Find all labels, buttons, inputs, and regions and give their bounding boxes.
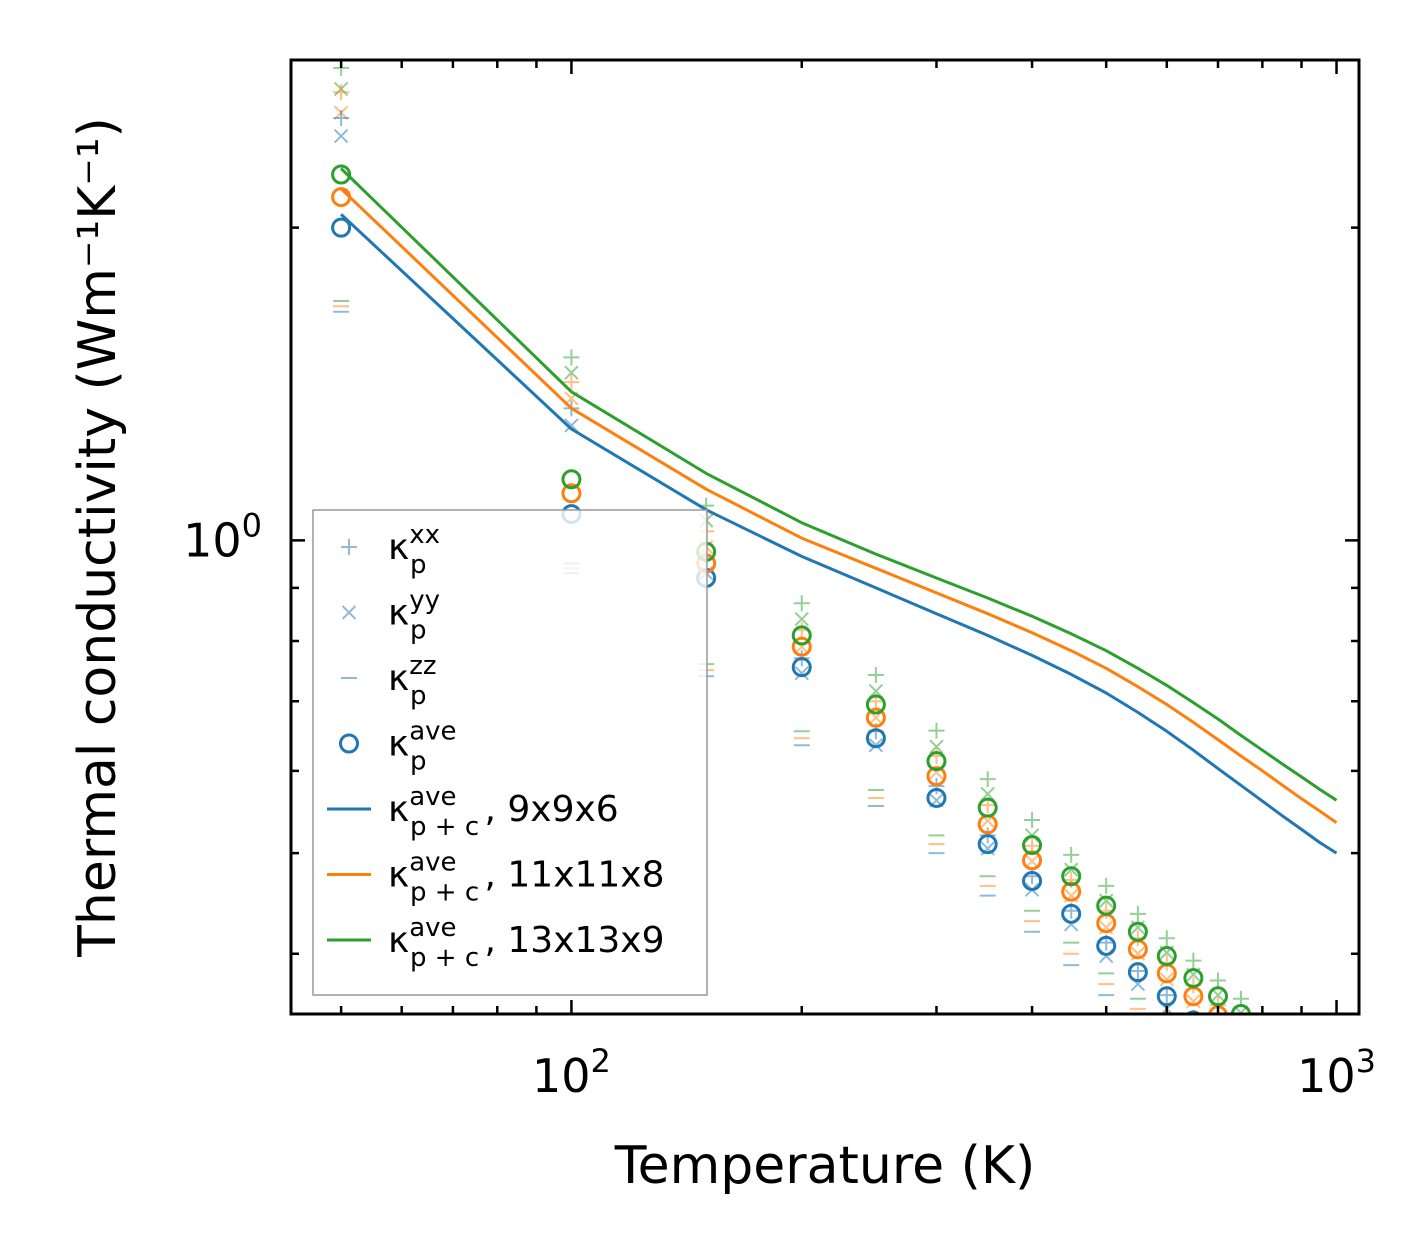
data-point-circle xyxy=(865,728,886,749)
axes: 102 103 100 xyxy=(183,58,1376,1103)
data-point-plus xyxy=(1098,877,1115,894)
data-point-circle xyxy=(1230,1004,1251,1014)
data-point-circle xyxy=(791,636,812,657)
legend-label: κave p xyxy=(388,717,457,777)
data-point-x xyxy=(794,665,809,681)
data-point-plus xyxy=(928,722,945,739)
data-point-plus xyxy=(928,778,945,795)
series-plus-2 xyxy=(333,60,1264,1014)
data-point-circle xyxy=(926,751,947,772)
legend-item: κave p + c, 11x11x8 xyxy=(327,848,665,908)
data-point-circle xyxy=(1183,968,1204,989)
data-point-circle xyxy=(1208,986,1229,1007)
data-point-x xyxy=(929,739,944,754)
data-point-circle xyxy=(1127,921,1148,942)
data-point-circle xyxy=(1061,866,1082,887)
data-point-circle xyxy=(791,657,812,678)
data-point-circle xyxy=(1156,946,1177,967)
data-point-circle xyxy=(1061,903,1082,924)
data-point-plus xyxy=(867,666,884,683)
legend-label: κave p + c, 11x11x8 xyxy=(388,848,665,908)
data-point-plus xyxy=(563,349,580,366)
plot-frame xyxy=(289,58,1361,1016)
data-point-plus xyxy=(1185,952,1202,969)
data-point-plus xyxy=(1024,812,1041,829)
legend-label: κyy p xyxy=(388,586,440,646)
x-tick-label: 102 xyxy=(532,1042,611,1103)
legend-box xyxy=(312,509,708,996)
data-point-circle xyxy=(926,787,947,808)
legend-item: κxx p xyxy=(341,520,440,580)
series-line xyxy=(340,213,1338,855)
data-point-plus xyxy=(1158,987,1175,1004)
legend-item: κyy p xyxy=(341,586,440,646)
legend-marker-plus xyxy=(341,539,357,555)
legend-item: κave p xyxy=(339,717,457,777)
data-point-circle xyxy=(1096,895,1117,916)
data-point-circle xyxy=(926,766,947,787)
data-point-circle xyxy=(331,164,352,185)
data-point-x xyxy=(1186,994,1201,1009)
data-point-plus xyxy=(333,110,350,127)
y-tick-label: 100 xyxy=(183,506,262,567)
data-point-x xyxy=(1063,862,1079,877)
series-line-1 xyxy=(340,187,1338,824)
data-point-plus xyxy=(1158,930,1175,947)
data-point-circle xyxy=(977,834,998,855)
legend-item: κave p + c, 9x9x6 xyxy=(327,782,619,842)
series-line-0 xyxy=(340,213,1338,855)
data-point-plus xyxy=(333,84,350,101)
data-point-plus xyxy=(979,771,996,788)
data-point-plus xyxy=(1129,905,1146,922)
series-line-2 xyxy=(340,167,1338,802)
legend-label: κave p + c, 9x9x6 xyxy=(388,782,619,842)
legend-label: κxx p xyxy=(388,520,440,580)
data-point-circle xyxy=(1022,835,1043,856)
data-point-circle xyxy=(1156,986,1177,1007)
data-point-circle xyxy=(331,217,352,238)
x-axis-label: Temperature (K) xyxy=(614,1136,1036,1196)
data-point-x xyxy=(1159,972,1174,987)
data-point-circle xyxy=(1185,1010,1201,1014)
series-circle-2 xyxy=(331,164,1251,1014)
data-point-plus xyxy=(563,374,580,391)
data-point-circle xyxy=(1022,850,1043,871)
data-point-circle xyxy=(977,797,998,818)
series-line xyxy=(340,167,1338,802)
x-tick-label: 103 xyxy=(1297,1042,1376,1103)
data-point-circle xyxy=(1096,935,1117,956)
series-line xyxy=(340,187,1338,824)
data-point-circle xyxy=(865,707,886,728)
data-point-circle xyxy=(1127,962,1148,983)
data-point-x xyxy=(794,611,809,627)
data-point-x xyxy=(333,128,349,144)
legend-label: κzz p xyxy=(388,651,437,711)
data-point-x xyxy=(564,365,579,380)
data-point-circle xyxy=(791,625,812,646)
axis-ticks xyxy=(291,60,1359,1014)
data-point-circle xyxy=(561,469,582,490)
data-point-x xyxy=(868,683,884,699)
data-point-circle xyxy=(865,694,886,715)
legend-marker-x xyxy=(341,605,357,620)
y-axis-label: Thermal conductivity (Wm⁻¹K⁻¹) xyxy=(68,117,128,958)
data-point-plus xyxy=(1210,972,1226,989)
data-point-circle xyxy=(1061,881,1082,902)
legend-item: κave p + c, 13x13x9 xyxy=(327,913,665,973)
data-point-circle xyxy=(561,483,582,504)
legend-marker-circle xyxy=(339,733,359,754)
data-point-plus xyxy=(793,595,810,612)
data-point-x xyxy=(564,418,579,433)
data-point-circle xyxy=(1022,870,1043,891)
data-point-x xyxy=(1024,854,1040,869)
data-point-plus xyxy=(1129,963,1146,979)
data-point-plus xyxy=(1063,846,1080,863)
data-point-x xyxy=(980,786,995,802)
legend-label: κave p + c, 13x13x9 xyxy=(388,913,665,973)
data-point-x xyxy=(1098,893,1114,908)
legend-item: κzz p xyxy=(341,651,437,711)
